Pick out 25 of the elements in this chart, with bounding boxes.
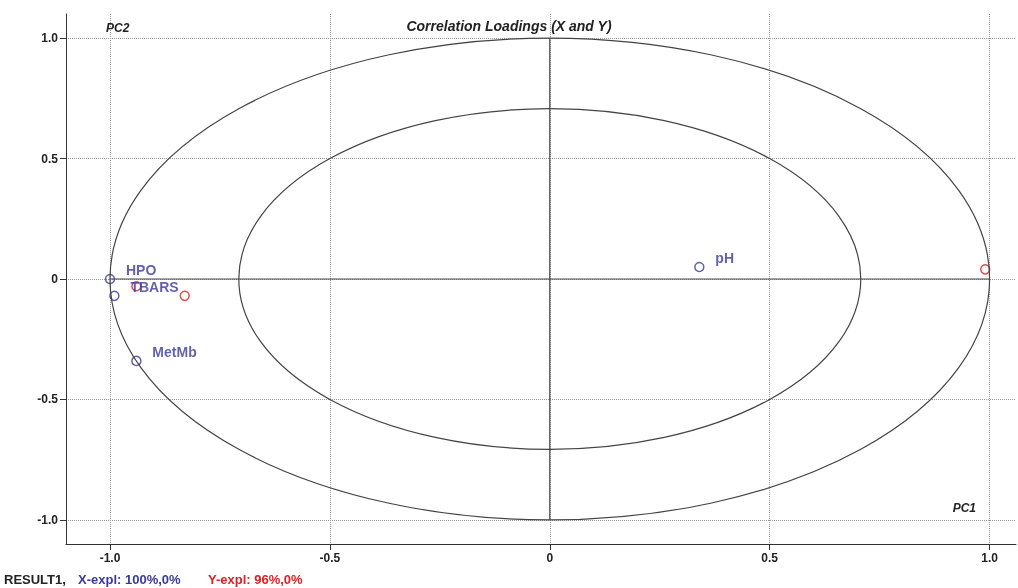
y-tick-label: 1.0 — [41, 31, 59, 46]
x-tick-label: 0.5 — [761, 551, 779, 565]
text: Y-expl: 96%,0% — [208, 572, 304, 587]
text: X-expl: 100%,0% — [78, 572, 182, 587]
y-tick-label: -0.5 — [37, 392, 59, 407]
chart-title: Correlation Loadings (X and Y) — [406, 18, 612, 34]
x-tick-label: 0 — [546, 551, 554, 565]
text: RESULT1, — [4, 572, 66, 587]
point — [979, 264, 991, 275]
point — [109, 290, 120, 302]
x-tick-label: 1.0 — [981, 551, 999, 565]
y-tick-label: -1.0 — [37, 512, 59, 527]
point — [131, 355, 142, 367]
x-tick-label: -0.5 — [319, 551, 341, 565]
annotation: HPO — [125, 262, 157, 278]
point — [694, 261, 705, 273]
x-axis-title: PC1 — [952, 501, 977, 515]
y-tick-label: 0 — [51, 272, 59, 286]
y-tick-label: 0.5 — [41, 151, 59, 166]
x-tick-label: -1.0 — [99, 551, 121, 565]
annotation: pH — [715, 249, 735, 266]
annotation: MetMb — [152, 343, 197, 360]
point — [104, 273, 116, 285]
point — [179, 290, 190, 302]
y-axis-title: PC2 — [106, 21, 130, 35]
